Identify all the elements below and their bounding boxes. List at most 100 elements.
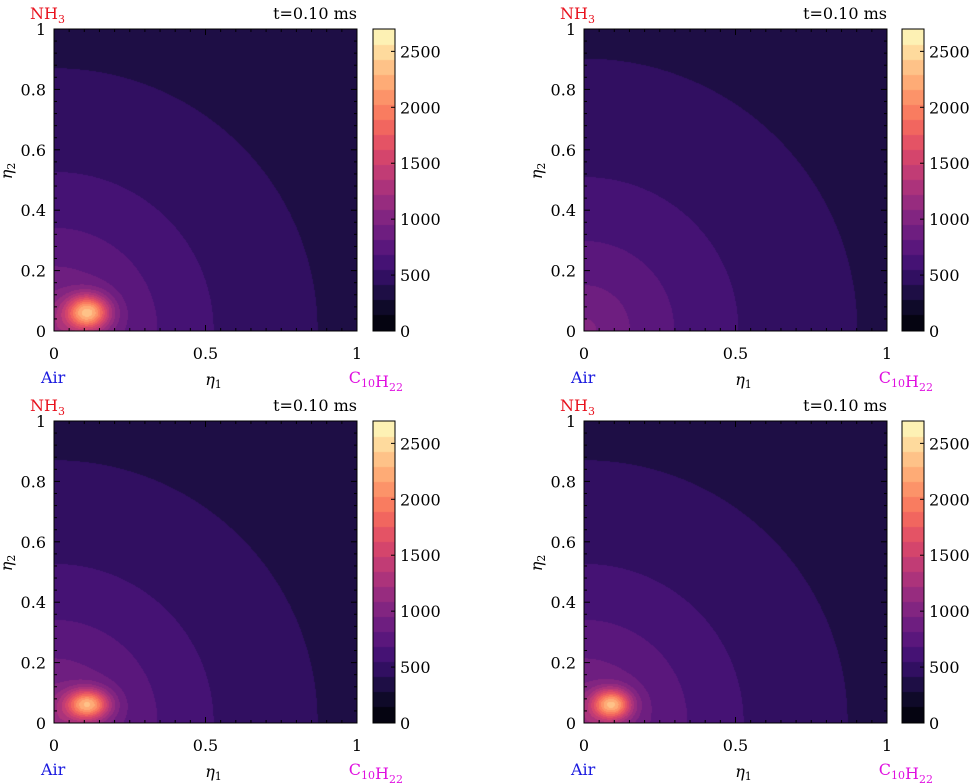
y-tick-label: 0.6 (21, 141, 46, 160)
y-tick-label: 0.8 (21, 80, 46, 99)
y-tick-label: 0.8 (21, 472, 46, 491)
x-tick-label: 1 (352, 344, 362, 363)
y-axis-label: η2 (527, 163, 548, 180)
colorbar-tick-label: 0 (929, 322, 939, 341)
colorbar-tick-label: 500 (400, 658, 431, 677)
y-tick-label: 0 (566, 322, 576, 341)
colorbar-tick-label: 1000 (400, 210, 441, 229)
colorbar-tick-label: 1500 (929, 154, 969, 173)
x-tick-label: 1 (352, 736, 362, 755)
corner-label-air: Air (40, 760, 66, 779)
y-tick-label: 0.2 (551, 262, 576, 281)
corner-label-fuel: C10H22 (349, 368, 403, 394)
y-tick-label: 0.4 (21, 593, 46, 612)
colorbar-tick-label: 2000 (400, 490, 441, 509)
x-tick-label: 0.5 (723, 736, 748, 755)
colorbar-tick-label: 0 (929, 714, 939, 733)
colorbar-frame (901, 28, 925, 332)
colorbar (902, 421, 924, 723)
colorbar (373, 29, 395, 331)
heatmap-field (54, 29, 357, 331)
colorbar-tick-label: 1000 (929, 602, 969, 621)
colorbar (373, 421, 395, 723)
y-tick-label: 0.6 (551, 141, 576, 160)
y-axis-label: η2 (527, 555, 548, 572)
x-axis-label: η1 (205, 370, 222, 391)
y-tick-label: 1 (36, 20, 46, 39)
chart-title: t=0.10 ms (273, 396, 357, 415)
y-tick-label: 0.6 (21, 533, 46, 552)
x-tick-label: 0 (49, 344, 59, 363)
colorbar-tick-label: 2000 (400, 98, 441, 117)
heatmap-field (584, 29, 887, 331)
colorbar-tick-label: 1000 (929, 210, 969, 229)
y-tick-label: 1 (36, 412, 46, 431)
corner-label-nh3: NH3 (560, 396, 595, 418)
y-tick-label: 0 (566, 714, 576, 733)
colorbar-frame (372, 28, 396, 332)
colorbar-tick-label: 1500 (929, 546, 969, 565)
y-tick-label: 0.8 (551, 472, 576, 491)
y-tick-label: 0.6 (551, 533, 576, 552)
x-tick-label: 0 (579, 736, 589, 755)
colorbar (902, 29, 924, 331)
chart-title: t=0.10 ms (803, 396, 887, 415)
y-tick-label: 0.2 (21, 654, 46, 673)
y-tick-label: 0.4 (21, 201, 46, 220)
x-tick-label: 0.5 (193, 736, 218, 755)
panel-1: 0 0.5 1 0 0.2 0.4 0.6 0.8 1 t=0.10 ms NH3 Air C10H22… (0, 4, 441, 394)
colorbar-tick-label: 0 (400, 714, 410, 733)
colorbar-frame (901, 420, 925, 724)
colorbar-tick-label: 2000 (929, 98, 969, 117)
y-tick-label: 0.2 (21, 262, 46, 281)
x-tick-label: 0 (49, 736, 59, 755)
heatmap-field (584, 421, 887, 723)
x-tick-label: 0 (579, 344, 589, 363)
y-tick-label: 1 (566, 412, 576, 431)
y-axis-label: η2 (0, 163, 18, 180)
panel-3: 0 0.5 1 0 0.2 0.4 0.6 0.8 1 t=0.10 ms NH3 Air C10H22… (0, 396, 441, 783)
chart-title: t=0.10 ms (803, 4, 887, 23)
colorbar-tick-label: 2000 (929, 490, 969, 509)
x-axis-label: η1 (735, 762, 752, 783)
colorbar-frame (372, 420, 396, 724)
y-tick-label: 0.8 (551, 80, 576, 99)
x-tick-label: 0.5 (723, 344, 748, 363)
corner-label-nh3: NH3 (30, 4, 65, 26)
colorbar-tick-label: 500 (929, 266, 960, 285)
x-tick-label: 1 (882, 736, 892, 755)
panel-4: 0 0.5 1 0 0.2 0.4 0.6 0.8 1 t=0.10 ms NH3 Air C10H22… (527, 396, 969, 783)
x-axis-label: η1 (735, 370, 752, 391)
panel-2: 0 0.5 1 0 0.2 0.4 0.6 0.8 1 t=0.10 ms NH3 Air C10H22… (527, 4, 969, 394)
colorbar-tick-label: 500 (400, 266, 431, 285)
colorbar-tick-label: 2500 (929, 434, 969, 453)
corner-label-fuel: C10H22 (349, 760, 403, 783)
colorbar-tick-label: 1500 (400, 154, 441, 173)
corner-label-air: Air (40, 368, 66, 387)
x-tick-label: 0.5 (193, 344, 218, 363)
colorbar-tick-label: 0 (400, 322, 410, 341)
y-tick-label: 0.4 (551, 201, 576, 220)
y-tick-label: 0.2 (551, 654, 576, 673)
y-tick-label: 0 (36, 714, 46, 733)
colorbar-tick-label: 2500 (400, 434, 441, 453)
x-tick-label: 1 (882, 344, 892, 363)
corner-label-nh3: NH3 (30, 396, 65, 418)
heatmap-field (54, 421, 357, 723)
colorbar-tick-label: 500 (929, 658, 960, 677)
x-axis-label: η1 (205, 762, 222, 783)
colorbar-tick-label: 2500 (400, 42, 441, 61)
colorbar-tick-label: 2500 (929, 42, 969, 61)
corner-label-air: Air (570, 760, 596, 779)
y-axis-label: η2 (0, 555, 18, 572)
chart-title: t=0.10 ms (273, 4, 357, 23)
y-tick-label: 1 (566, 20, 576, 39)
corner-label-air: Air (570, 368, 596, 387)
corner-label-nh3: NH3 (560, 4, 595, 26)
y-tick-label: 0.4 (551, 593, 576, 612)
y-tick-label: 0 (36, 322, 46, 341)
corner-label-fuel: C10H22 (879, 760, 933, 783)
colorbar-tick-label: 1000 (400, 602, 441, 621)
colorbar-tick-label: 1500 (400, 546, 441, 565)
